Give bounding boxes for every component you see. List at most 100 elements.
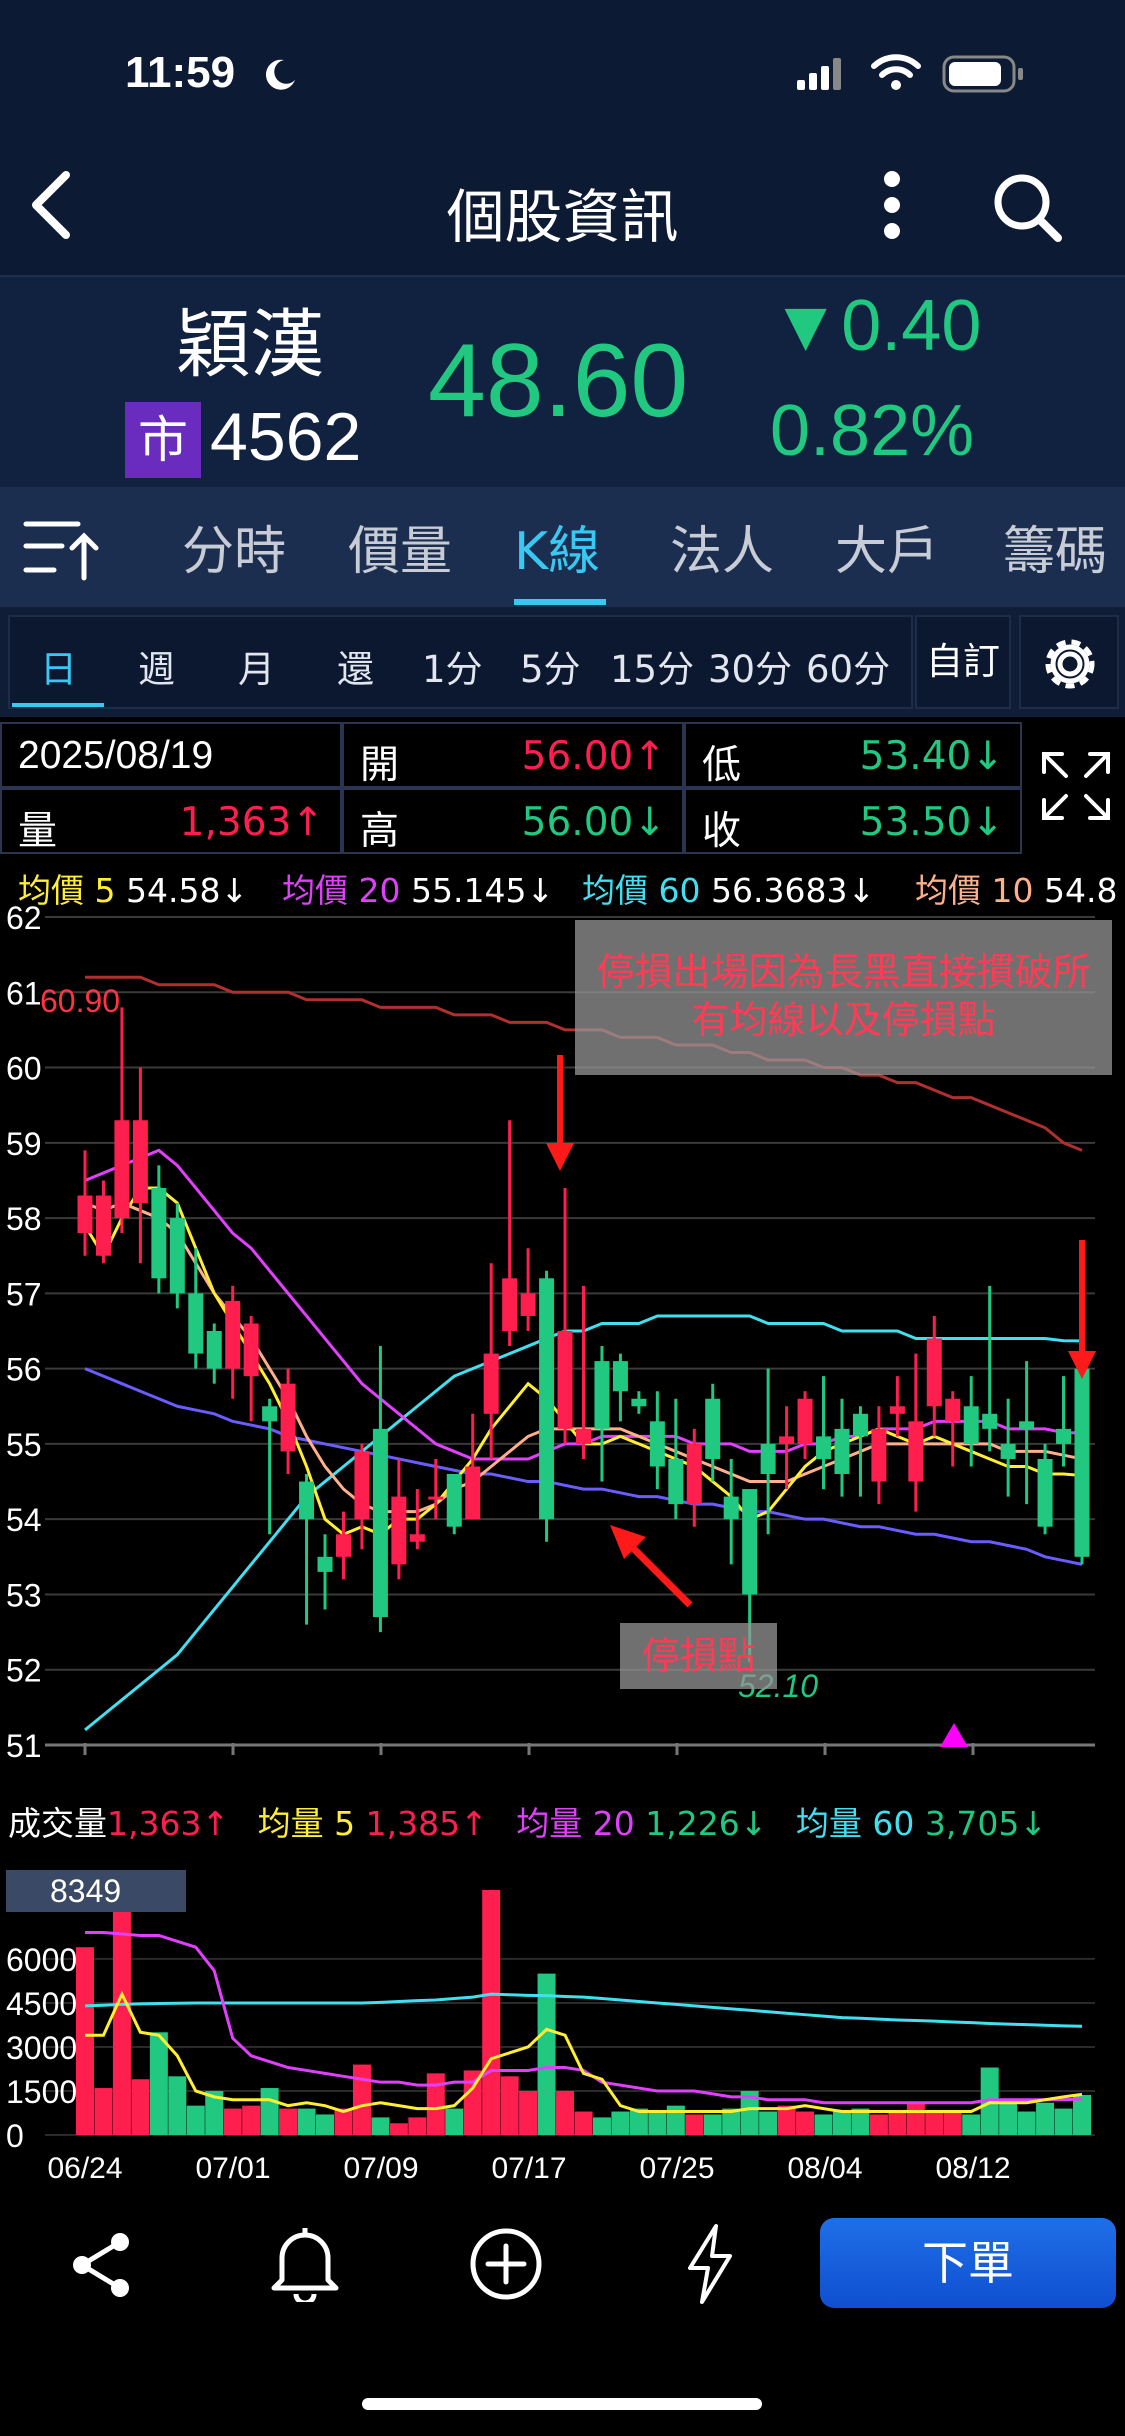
volume-bar [426, 2073, 445, 2135]
vol-ma5-line [85, 1990, 1083, 2114]
y-tick-label: 52 [6, 1653, 42, 1689]
custom-button[interactable]: 自訂 [915, 615, 1011, 709]
tab-chips[interactable]: 籌碼 [1003, 522, 1108, 582]
period-day[interactable]: 日 [40, 648, 77, 691]
price-change: ▼0.40 [770, 286, 982, 366]
tab-price-volume[interactable]: 價量 [348, 522, 453, 582]
ma10-legend: 均價 10 54.8 [915, 864, 1117, 910]
sort-icon[interactable] [22, 514, 102, 584]
ohlc-volume-value: 1,363↑ [179, 800, 324, 845]
ma-legend: 均價 5 54.58↓ 均價 20 55.145↓ 均價 60 56.3683↓… [0, 860, 1125, 910]
volume-bar [279, 2108, 298, 2135]
period-5min[interactable]: 5分 [520, 648, 581, 691]
more-icon[interactable] [872, 165, 912, 245]
volume-bar [999, 2102, 1018, 2135]
candle-body [945, 1398, 961, 1422]
share-icon[interactable] [68, 2230, 138, 2300]
volume-bar [888, 2111, 907, 2135]
volume-max-box [6, 1870, 186, 1912]
volume-bar [759, 2111, 778, 2135]
tab-kline[interactable]: K線 [514, 522, 601, 582]
volume-bar [94, 2088, 113, 2135]
volume-bar [389, 2123, 408, 2135]
period-week[interactable]: 週 [138, 648, 175, 691]
y-tick-label: 54 [6, 1502, 42, 1538]
ma-blue-line [84, 1367, 1083, 1566]
back-icon[interactable] [22, 165, 82, 245]
volume-bar [814, 2114, 833, 2135]
x-tick-label: 07/01 [195, 2152, 270, 2185]
period-15min[interactable]: 15分 [610, 648, 695, 691]
candle-body [797, 1398, 813, 1444]
ohlc-low-cell: 低 53.40↓ [684, 722, 1022, 788]
period-1min[interactable]: 1分 [422, 648, 483, 691]
volume-bar [1036, 2102, 1055, 2135]
ohlc-volume-cell: 量 1,363↑ [0, 788, 342, 854]
volume-bar [574, 2111, 593, 2135]
volume-bar [131, 2079, 150, 2135]
volume-bar [592, 2117, 611, 2135]
x-tick-label: 07/09 [343, 2152, 418, 2185]
candle-body [446, 1474, 462, 1527]
y-tick-label: 53 [6, 1577, 42, 1613]
y-tick-label: 51 [6, 1728, 42, 1764]
y-tick-label: 58 [6, 1201, 42, 1237]
candle-body [686, 1443, 702, 1505]
candle-body [982, 1413, 998, 1429]
ohlc-high-value: 56.00↓ [521, 800, 666, 845]
volume-y-tick-label: 0 [6, 2118, 24, 2154]
volume-chart[interactable]: 8349 6000 4500 3000 1500 0 06/24 07/01 07/09 07/1… [0, 1860, 1125, 2190]
candle-body [889, 1406, 905, 1414]
candle-body [1000, 1443, 1016, 1459]
active-tab-indicator [514, 599, 606, 605]
period-30min[interactable]: 30分 [708, 648, 793, 691]
candle-body [151, 1187, 167, 1279]
tab-time-share[interactable]: 分時 [182, 522, 287, 582]
fullscreen-button[interactable] [1024, 722, 1125, 854]
bell-icon[interactable] [268, 2222, 342, 2302]
candle-body [206, 1331, 222, 1369]
volume-bar [371, 2117, 390, 2135]
period-adjusted[interactable]: 還 [337, 648, 374, 691]
order-button[interactable]: 下單 [820, 2218, 1116, 2308]
volume-bar [1073, 2095, 1091, 2135]
lightning-icon[interactable] [680, 2222, 740, 2306]
candle-body [539, 1278, 555, 1520]
volume-bar [740, 2090, 759, 2135]
volume-bar [500, 2076, 519, 2135]
candle-body [391, 1496, 407, 1565]
volume-bar [556, 2090, 575, 2135]
volume-bar [316, 2114, 335, 2135]
exit-note: 停損出場因為長黑直接摜破所有均線以及停損點 [575, 920, 1112, 1075]
add-icon[interactable] [468, 2226, 544, 2302]
y-tick-label: 55 [6, 1427, 42, 1463]
tab-major-holders[interactable]: 大戶 [835, 522, 940, 582]
arrow-stop-point [627, 1542, 693, 1608]
volume-bar [777, 2105, 796, 2135]
candle-body [760, 1443, 776, 1475]
volume-bar [611, 2111, 630, 2135]
status-bar [0, 0, 1125, 150]
volume-bar [943, 2111, 962, 2135]
vol-ma20-value: 1,226↓ [645, 1804, 768, 1843]
ma60-value: 56.3683↓ [710, 871, 876, 910]
settings-button[interactable] [1019, 615, 1119, 709]
candle-body [834, 1428, 850, 1475]
volume-bar [352, 2064, 371, 2135]
tab-institutional[interactable]: 法人 [670, 522, 775, 582]
home-indicator [362, 2398, 762, 2410]
volume-bar [851, 2108, 870, 2135]
search-icon[interactable] [988, 168, 1068, 248]
candle-body [428, 1496, 444, 1500]
volume-y-tick-label: 8349 [50, 1873, 121, 1909]
arrow-signal-2-head [1068, 1351, 1096, 1379]
candle-body [262, 1406, 278, 1422]
ohlc-low-label: 低 [702, 743, 742, 788]
period-month[interactable]: 月 [238, 648, 275, 691]
candle-body [1056, 1428, 1072, 1444]
ohlc-close-cell: 收 53.50↓ [684, 788, 1022, 854]
period-60min[interactable]: 60分 [806, 648, 891, 691]
vol-ma60-value: 3,705↓ [924, 1804, 1047, 1843]
candle-body [779, 1436, 795, 1444]
volume-value: 1,363↑ [107, 1804, 230, 1843]
